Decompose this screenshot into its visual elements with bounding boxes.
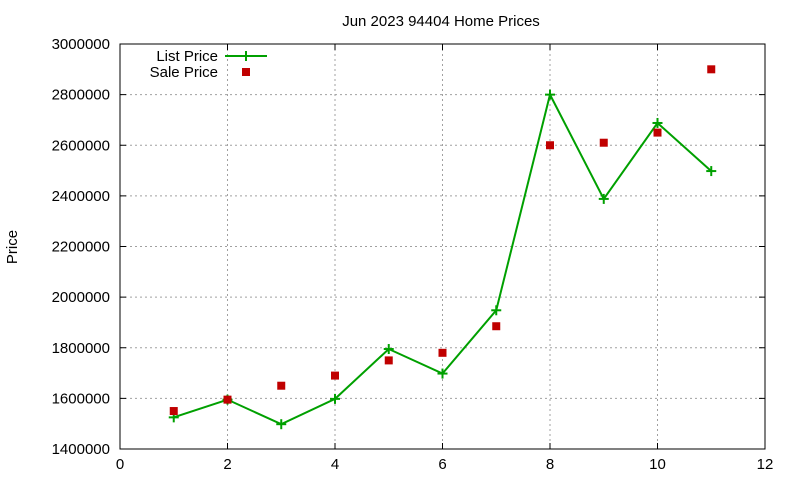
list-price-point bbox=[491, 305, 502, 316]
y-tick-label: 3000000 bbox=[52, 36, 110, 53]
y-tick-label: 2400000 bbox=[52, 188, 110, 205]
series-layer bbox=[168, 65, 717, 430]
y-tick-label: 2600000 bbox=[52, 137, 110, 154]
sale-price-point bbox=[707, 65, 716, 74]
sale-price-point bbox=[546, 141, 554, 150]
x-tick-label: 2 bbox=[223, 456, 231, 473]
sale-price-point bbox=[277, 381, 286, 390]
list-price-point bbox=[437, 368, 448, 379]
sale-price-point bbox=[492, 322, 501, 331]
list-price-point bbox=[330, 393, 340, 404]
grid-lines bbox=[120, 44, 765, 449]
list-price-point bbox=[383, 344, 394, 355]
x-tick-label: 4 bbox=[331, 456, 339, 473]
tick-labels: 0 2 4 6 8 10 12 1400000 1600000 1800000 2000000 220… bbox=[52, 36, 774, 473]
x-tick-label: 0 bbox=[116, 456, 124, 473]
y-tick-label: 2800000 bbox=[52, 87, 110, 104]
list-price-point bbox=[652, 117, 663, 128]
x-tick-label: 6 bbox=[438, 456, 446, 473]
sale-price-point bbox=[384, 356, 393, 365]
legend-marker-list-price bbox=[241, 51, 251, 61]
list-price-point bbox=[545, 89, 555, 100]
sale-price-point bbox=[653, 128, 662, 137]
y-tick-label: 2000000 bbox=[52, 289, 110, 306]
y-tick-label: 1600000 bbox=[52, 390, 110, 407]
chart-title: Jun 2023 94404 Home Prices bbox=[342, 13, 540, 30]
list-price-point bbox=[276, 419, 287, 430]
plot-frame bbox=[119, 43, 766, 450]
legend-marker-sale-price bbox=[242, 68, 250, 76]
y-tick-label: 2200000 bbox=[52, 239, 110, 256]
y-tick-label: 1800000 bbox=[52, 340, 110, 357]
y-tick-label: 1400000 bbox=[52, 441, 110, 458]
legend-label-sale-price: Sale Price bbox=[150, 64, 218, 81]
sale-price-point bbox=[599, 138, 608, 147]
sale-price-point bbox=[223, 395, 232, 404]
list-price-point bbox=[598, 193, 609, 204]
x-tick-label: 12 bbox=[757, 456, 774, 473]
legend-label-list-price: List Price bbox=[156, 48, 218, 65]
list-price-point bbox=[706, 166, 717, 177]
sale-price-point bbox=[438, 348, 447, 357]
x-tick-label: 10 bbox=[649, 456, 666, 473]
sale-price-point bbox=[169, 407, 178, 416]
x-tick-label: 8 bbox=[546, 456, 554, 473]
y-axis-label: Price bbox=[4, 230, 21, 264]
sale-price-point bbox=[331, 371, 339, 380]
